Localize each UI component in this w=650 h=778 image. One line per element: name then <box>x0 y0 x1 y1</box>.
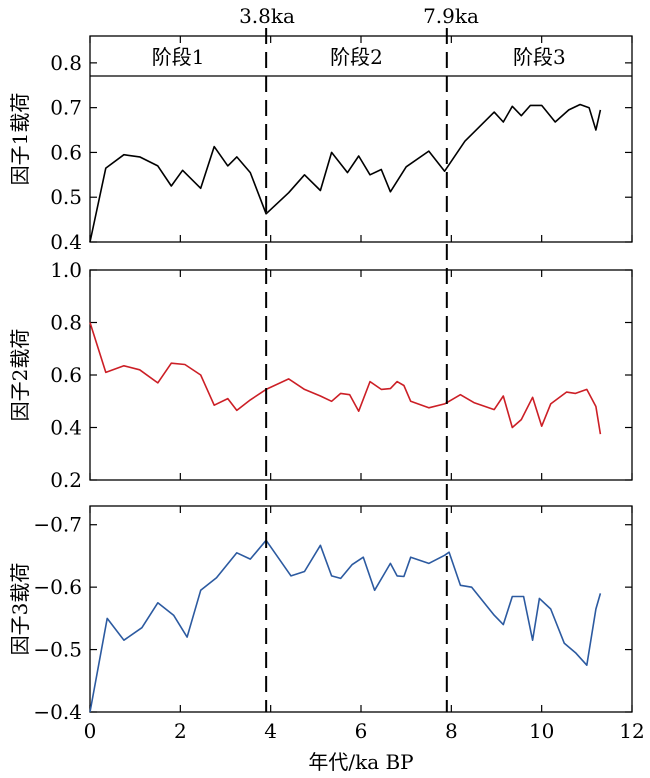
y-tick-label: 0.8 <box>50 51 82 75</box>
y-tick-label: 0.6 <box>50 363 82 387</box>
x-axis-title: 年代/ka BP <box>308 750 413 774</box>
y-tick-label: 0.4 <box>50 416 82 440</box>
x-tick-label: 6 <box>355 719 368 743</box>
panel-factor3: −0.4 −0.5 −0.6 −0.7 因子3载荷 <box>8 505 633 724</box>
x-tick-label: 12 <box>619 719 644 743</box>
y-tick-label: 0.4 <box>50 230 82 254</box>
series-line <box>89 103 602 243</box>
y-tick-label: −0.5 <box>33 638 82 662</box>
y-tick-label: 1.0 <box>50 258 82 282</box>
marker-label-2: 7.9ka <box>423 4 479 28</box>
y-tick-label: 0.8 <box>50 311 82 335</box>
y-tick-label: −0.6 <box>33 575 82 599</box>
x-tick-label: 10 <box>529 719 554 743</box>
x-tick-label: 0 <box>84 719 97 743</box>
panel-factor1: 0.4 0.5 0.6 0.7 0.8 因子1载荷 阶段1 阶段2 阶段3 <box>8 35 633 254</box>
series-line <box>89 322 602 435</box>
stage-label-2: 阶段2 <box>330 45 383 69</box>
x-tick-label: 4 <box>264 719 277 743</box>
y-tick-label: −0.7 <box>33 513 82 537</box>
x-tick-label: 2 <box>174 719 187 743</box>
chart-marker-lines <box>265 28 448 712</box>
x-tick-label: 8 <box>445 719 458 743</box>
y-axis-title: 因子3载荷 <box>8 563 32 656</box>
y-tick-label: −0.4 <box>33 700 82 724</box>
panel-frame <box>89 269 633 481</box>
y-tick-label: 0.5 <box>50 185 82 209</box>
stage-label-3: 阶段3 <box>513 45 566 69</box>
y-tick-label: 0.7 <box>50 96 82 120</box>
panel-factor2: 0.2 0.4 0.6 0.8 1.0 因子2载荷 <box>8 258 633 492</box>
marker-label-1: 3.8ka <box>239 4 295 28</box>
series-line <box>89 539 602 713</box>
y-axis-title: 因子2载荷 <box>8 329 32 422</box>
y-axis-title: 因子1载荷 <box>8 93 32 186</box>
stage-label-1: 阶段1 <box>152 45 205 69</box>
y-tick-label: 0.2 <box>50 468 82 492</box>
y-tick-label: 0.6 <box>50 140 82 164</box>
